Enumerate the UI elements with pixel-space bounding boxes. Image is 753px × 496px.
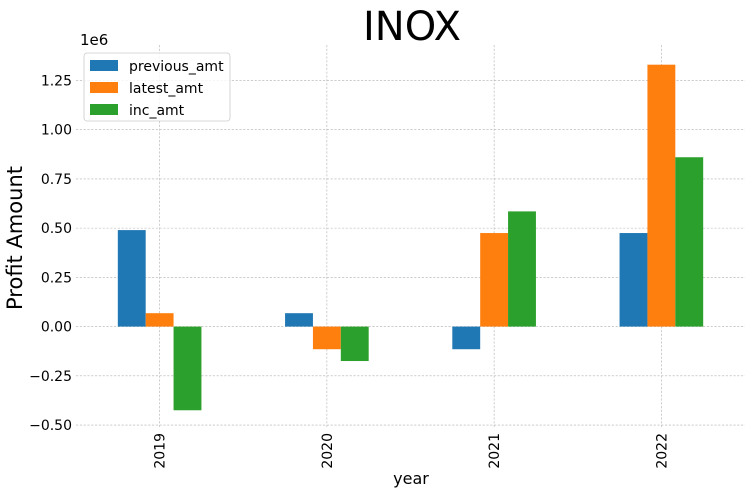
bar-latest_amt-2022	[647, 64, 676, 327]
y-axis-label: Profit Amount	[3, 166, 27, 310]
x-tick-label: 2022	[654, 433, 670, 469]
y-tick-label: 0.25	[41, 270, 72, 286]
y-tick-label: 1.00	[41, 123, 72, 139]
legend-label: previous_amt	[129, 59, 224, 75]
x-tick-label: 2019	[153, 433, 169, 469]
y-tick-label: −0.50	[29, 418, 72, 434]
bar-previous_amt-2020	[285, 313, 313, 327]
x-axis-label: year	[393, 469, 429, 488]
y-tick-label: −0.25	[29, 369, 72, 385]
bar-inc_amt-2022	[675, 157, 704, 327]
legend-items: previous_amt latest_amt inc_amt	[90, 59, 224, 119]
legend-swatch	[90, 82, 118, 93]
legend-label: latest_amt	[129, 81, 204, 97]
legend-swatch	[90, 104, 118, 115]
bar-latest_amt-2021	[480, 233, 509, 327]
bar-previous_amt-2021	[452, 326, 481, 350]
chart-title: INOX	[363, 4, 461, 50]
bar-inc_amt-2019	[173, 326, 202, 411]
bar-inc_amt-2021	[508, 211, 536, 327]
bar-latest_amt-2020	[312, 326, 341, 350]
legend-label: inc_amt	[129, 103, 185, 119]
y-tick-label: 0.50	[41, 221, 72, 237]
bar-inc_amt-2020	[340, 326, 369, 362]
legend: previous_amt latest_amt inc_amt	[83, 52, 231, 122]
legend-box	[83, 52, 231, 122]
bar-previous_amt-2019	[117, 230, 146, 327]
y-tick-label: 0.00	[41, 320, 72, 336]
bar-latest_amt-2019	[145, 313, 174, 327]
y-tick-label: 0.75	[41, 172, 72, 188]
x-tick-label: 2021	[487, 433, 503, 469]
bar-previous_amt-2022	[619, 233, 648, 327]
legend-swatch	[90, 60, 118, 71]
y-tick-label: 1.25	[41, 73, 72, 89]
x-tick-label: 2020	[320, 433, 336, 469]
y-offset-label: 1e6	[80, 31, 108, 49]
axis-layer: −0.50 −0.25 0.00 0.25 0.50 0.75 1.00 1.25 2019 20…	[29, 73, 670, 468]
bars-layer	[117, 64, 704, 411]
